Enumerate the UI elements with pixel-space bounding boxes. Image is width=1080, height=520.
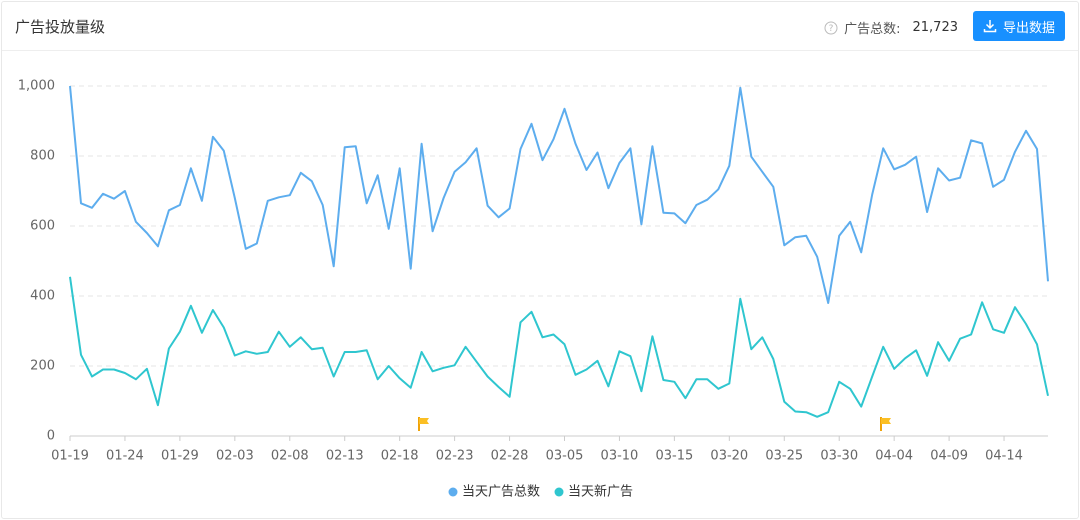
x-tick-label: 02-08 [271,449,309,464]
x-tick-label: 03-30 [820,449,858,464]
y-tick-label: 200 [30,359,55,374]
y-tick-label: 0 [47,429,55,444]
legend-label: 当天广告总数 [462,485,540,500]
x-tick-label: 03-05 [546,449,584,464]
help-icon[interactable]: ? [824,21,838,35]
total: ? 广告总数: 21,723 [824,18,958,37]
y-tick-label: 800 [30,149,55,164]
y-tick-label: 1,000 [18,79,55,94]
x-tick-label: 02-23 [436,449,474,464]
x-tick-label: 02-13 [326,449,364,464]
total-label: 广告总数: [844,22,901,37]
x-tick-label: 03-10 [601,449,639,464]
legend-marker [448,487,458,497]
x-tick-label: 03-15 [655,449,693,464]
x-tick-label: 03-20 [710,449,748,464]
x-tick-label: 01-29 [161,449,199,464]
y-tick-label: 400 [30,289,55,304]
export-button[interactable]: 导出数据 [972,11,1065,41]
header: 广告投放量级 ? 广告总数: 21,723 导出数据 [2,2,1078,51]
x-tick-label: 03-25 [765,449,803,464]
y-tick-label: 600 [30,219,55,234]
series-line [69,276,1049,418]
panel-title: 广告投放量级 [15,18,106,36]
x-tick-label: 02-18 [381,449,419,464]
legend-marker [554,487,564,497]
download-icon [983,20,997,33]
chart: 0 200 400 600 800 1,000 01-19 01-24 01-29 02-03 02… [18,79,1049,500]
x-tick-label: 04-09 [930,449,968,464]
x-tick-label: 04-14 [985,449,1023,464]
flag [880,417,891,431]
x-tick-label: 02-03 [216,449,254,464]
svg-text:?: ? [829,24,834,34]
legend-label: 当天新广告 [568,484,633,500]
export-label: 导出数据 [1002,20,1055,36]
x-tick-label: 04-04 [875,449,913,464]
x-tick-label: 01-19 [51,449,89,464]
series-line [69,85,1049,304]
x-tick-label: 02-28 [491,449,529,464]
x-tick-label: 01-24 [106,449,144,464]
total-value: 21,723 [912,20,959,35]
flag [418,417,429,431]
